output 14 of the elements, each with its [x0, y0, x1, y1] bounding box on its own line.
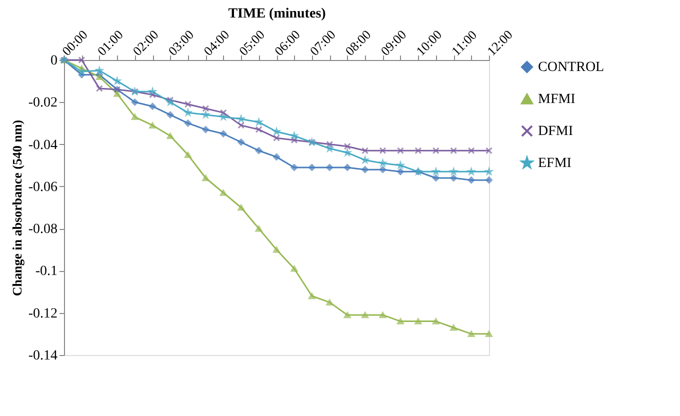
- legend-label: DFMI: [538, 124, 574, 139]
- y-tick-label: -0.08: [28, 222, 58, 238]
- y-tick-label: 0: [50, 54, 58, 68]
- y-tick-label: -0.06: [28, 180, 58, 195]
- y-tick-label: -0.02: [28, 96, 58, 111]
- y-tick-label: -0.14: [28, 348, 58, 364]
- y-tick-label: -0.1: [35, 264, 58, 280]
- y-tick-label: -0.04: [28, 138, 58, 153]
- x-axis-title: TIME (minutes): [228, 6, 326, 22]
- legend-label: MFMI: [538, 92, 576, 107]
- legend-label: EFMI: [538, 156, 572, 171]
- legend-label: CONTROL: [538, 60, 604, 75]
- y-tick-label: -0.12: [28, 306, 58, 322]
- y-axis-title: Change in absorbance (540 nm): [9, 120, 24, 296]
